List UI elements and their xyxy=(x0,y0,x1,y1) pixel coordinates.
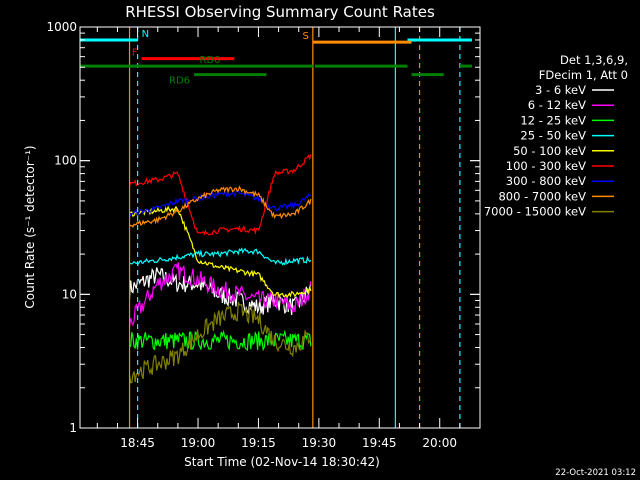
flag-label-rd0: RD0 xyxy=(200,55,221,66)
legend-label: 100 - 300 keV xyxy=(506,159,586,173)
series-group xyxy=(128,154,312,384)
x-tick-label: 20:00 xyxy=(422,436,457,450)
flag-label-s: S xyxy=(302,31,308,42)
x-tick-label: 19:45 xyxy=(362,436,397,450)
series-line-3-6-kev xyxy=(128,267,312,315)
legend-header: FDecim 1, Att 0 xyxy=(539,68,628,82)
y-axis-label: Count Rate (s⁻¹ detector⁻¹) xyxy=(23,145,37,308)
x-tick-label: 19:30 xyxy=(302,436,337,450)
flag-label-f: F xyxy=(132,48,138,59)
series-line-12-25-kev xyxy=(129,329,312,352)
y-tick-label: 1 xyxy=(69,421,77,435)
axes: 1 10 100 1000 18:45 19:00 19:15 19:30 19:45 20:00 xyxy=(46,20,481,450)
legend-label: 12 - 25 keV xyxy=(520,113,586,127)
legend-label: 25 - 50 keV xyxy=(520,129,586,143)
y-tick-label: 100 xyxy=(54,154,77,168)
series-line-100-300-kev xyxy=(128,154,312,236)
legend-label: 7000 - 15000 keV xyxy=(484,205,586,219)
series-line-7000-15000-kev xyxy=(128,301,312,384)
plot-frame xyxy=(79,26,481,429)
legend-label: 6 - 12 keV xyxy=(528,98,586,112)
x-tick-label: 19:15 xyxy=(241,436,276,450)
legend-label: 3 - 6 keV xyxy=(535,83,586,97)
x-tick-label: 19:00 xyxy=(181,436,216,450)
flag-label-rd6: RD6 xyxy=(169,76,190,87)
series-line-50-100-kev xyxy=(129,205,312,299)
x-tick-label: 18:45 xyxy=(120,436,155,450)
flag-label-n: N xyxy=(142,29,149,40)
x-axis-label: Start Time (02-Nov-14 18:30:42) xyxy=(184,455,380,469)
legend-label: 800 - 7000 keV xyxy=(498,189,586,203)
series-line-300-800-kev xyxy=(128,190,312,218)
legend-label: 300 - 800 keV xyxy=(506,174,586,188)
chart-title: RHESSI Observing Summary Count Rates xyxy=(125,3,435,21)
series-line-6-12-kev xyxy=(128,262,312,328)
footer-timestamp: 22-Oct-2021 03:12 xyxy=(555,468,636,478)
y-tick-label: 10 xyxy=(62,287,77,301)
legend-label: 50 - 100 keV xyxy=(513,144,586,158)
series-line-25-50-kev xyxy=(129,247,312,266)
y-tick-label: 1000 xyxy=(46,20,77,34)
series-line-800-7000-kev xyxy=(129,185,312,229)
plot-area: N S F RD0 RD6 xyxy=(80,27,472,428)
legend-header: Det 1,3,6,9, xyxy=(560,53,628,67)
